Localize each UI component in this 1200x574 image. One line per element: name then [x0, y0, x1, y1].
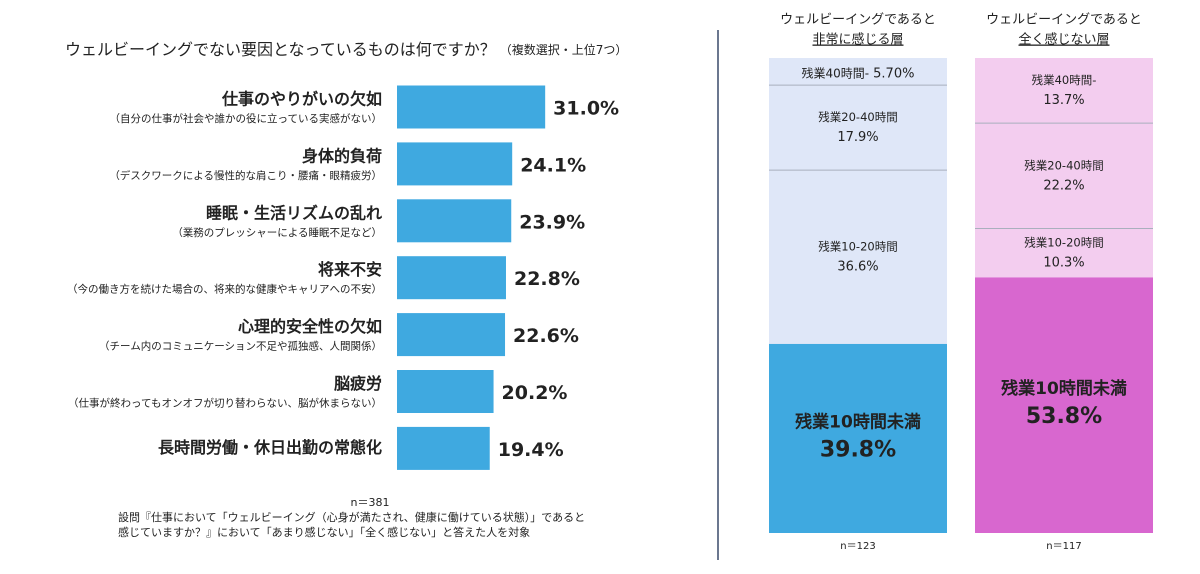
title-text: ウェルビーイングでない要因となっているものは何ですか？ — [65, 40, 496, 59]
column-title: 非常に感じる層 — [812, 32, 903, 48]
segment — [769, 85, 947, 171]
segment-value: 13.7% — [1043, 93, 1084, 108]
column-title: ウェルビーイングであると — [986, 13, 1142, 28]
bar — [397, 199, 512, 243]
sample-size: n＝123 — [840, 541, 875, 552]
segment-name: 残業40時間- — [802, 66, 870, 80]
segment-value: 10.3% — [1043, 255, 1084, 270]
category-description: （今の働き方を続けた場合の、将来的な健康やキャリアへの不安） — [67, 283, 382, 296]
category-label: 心理的安全性の欠如 — [238, 317, 382, 336]
segment-name: 残業10時間未満 — [795, 411, 921, 432]
value-label: 23.9% — [519, 211, 585, 233]
bar — [397, 142, 513, 186]
segment — [975, 277, 1153, 533]
category-label: 長時間労働・休日出勤の常態化 — [158, 438, 382, 457]
category-label: 睡眠・生活リズムの乱れ — [206, 203, 382, 222]
value-label: 22.8% — [514, 268, 580, 290]
segment-value: 5.70% — [873, 66, 914, 81]
column-title: ウェルビーイングであると — [780, 13, 936, 28]
category-description: （業務のプレッシャーによる睡眠不足など） — [172, 226, 382, 239]
value-label: 24.1% — [520, 154, 586, 176]
segment-name: 残業20-40時間 — [1024, 158, 1103, 172]
category-description: （仕事が終わってもオンオフが切り替わらない、脳が休まらない） — [68, 397, 382, 410]
value-label: 31.0% — [553, 98, 619, 120]
sample-size: n＝117 — [1046, 541, 1081, 552]
segment-name: 残業10-20時間 — [1024, 235, 1103, 249]
segment — [975, 228, 1153, 278]
subtitle: （複数選択・上位7つ） — [500, 42, 628, 57]
category-label: 仕事のやりがいの欠如 — [221, 90, 382, 109]
segment-name: 残業40時間- — [1032, 73, 1097, 87]
value-label: 19.4% — [498, 439, 564, 461]
segment — [975, 58, 1153, 124]
segment-value: 22.2% — [1043, 178, 1084, 193]
segment — [769, 58, 947, 86]
footnote: 設問『仕事において「ウェルビーイング（心身が満たされ、健康に働けている状態）」で… — [118, 510, 585, 524]
segment-value: 53.8% — [1026, 404, 1102, 429]
segment-name: 残業10-20時間 — [818, 240, 897, 254]
bar — [397, 256, 506, 300]
segment-value: 17.9% — [837, 130, 878, 145]
sample-size: n＝381 — [351, 496, 390, 509]
bar — [397, 85, 546, 129]
column-title: 全く感じない層 — [1018, 32, 1109, 48]
category-description: （デスクワークによる慢性的な肩こり・腰痛・眼精疲労） — [109, 169, 382, 182]
category-label: 身体的負荷 — [302, 146, 382, 165]
category-label: 脳疲労 — [334, 374, 382, 393]
segment — [975, 123, 1153, 229]
segment-value: 36.6% — [837, 260, 878, 275]
value-label: 20.2% — [502, 382, 568, 404]
bar — [397, 313, 506, 357]
segment-name: 残業20-40時間 — [818, 110, 897, 124]
category-label: 将来不安 — [318, 260, 382, 279]
segment — [769, 170, 947, 344]
segment — [769, 343, 947, 533]
segment-name: 残業10時間未満 — [1001, 378, 1127, 399]
footnote: 感じていますか？』において「あまり感じない」「全く感じない」と答えた人を対象 — [118, 525, 530, 539]
segment-label: 残業40時間- 5.70% — [802, 66, 915, 81]
category-description: （自分の仕事が社会や誰かの役に立っている実感がない） — [110, 112, 382, 125]
chart-title: ウェルビーイングでない要因となっているものは何ですか？ （複数選択・上位7つ） — [65, 40, 627, 59]
category-description: （チーム内のコミュニケーション不足や孤独感、人間関係） — [99, 340, 382, 353]
bar — [397, 426, 490, 470]
segment-value: 39.8% — [820, 437, 896, 462]
bar — [397, 370, 494, 413]
value-label: 22.6% — [513, 325, 579, 347]
